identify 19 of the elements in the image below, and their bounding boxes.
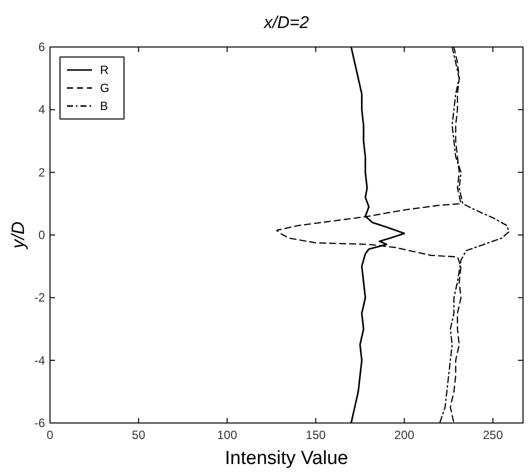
y-tick-label: -6 bbox=[34, 416, 46, 430]
legend-label: G bbox=[100, 81, 110, 95]
x-tick-label: 100 bbox=[217, 428, 238, 442]
legend-label: B bbox=[100, 99, 108, 113]
y-tick-label: 0 bbox=[38, 228, 46, 242]
y-tick-label: -4 bbox=[34, 353, 46, 368]
y-tick-label: 6 bbox=[38, 40, 46, 54]
x-axis-title: Intensity Value bbox=[224, 448, 348, 469]
y-tick-label: -2 bbox=[34, 290, 46, 305]
legend-label: R bbox=[100, 63, 109, 77]
x-tick-label: 150 bbox=[306, 428, 326, 442]
y-axis-title: y/D bbox=[8, 222, 28, 250]
x-tick-label: 200 bbox=[394, 428, 415, 442]
y-tick-label: 4 bbox=[38, 102, 46, 117]
x-tick-label: 250 bbox=[482, 428, 504, 442]
x-tick-label: 50 bbox=[132, 428, 146, 442]
y-tick-label: 2 bbox=[38, 165, 46, 180]
chart-title: x/D=2 bbox=[263, 13, 310, 32]
x-tick-label: 0 bbox=[46, 428, 54, 442]
